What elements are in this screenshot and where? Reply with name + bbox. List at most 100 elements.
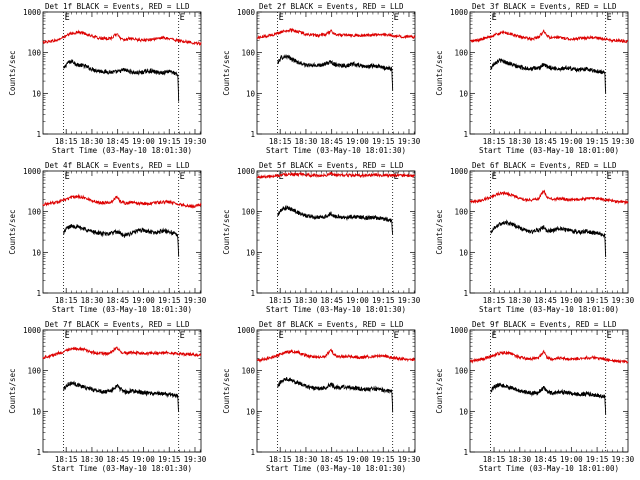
x-tick-label: 18:30 — [295, 137, 318, 146]
events-series-line — [277, 377, 394, 413]
x-tick-label: 18:30 — [509, 137, 532, 146]
x-tick-label: 19:15 — [158, 455, 181, 464]
y-axis-label: Counts/sec — [8, 368, 17, 413]
x-axis-label: Start Time (03-May-10 18:01:30) — [266, 464, 406, 473]
y-axis-label: Counts/sec — [8, 209, 17, 254]
x-tick-label: 18:45 — [320, 137, 343, 146]
x-tick-label: 18:30 — [81, 455, 104, 464]
y-tick-label: 100 — [454, 208, 468, 217]
x-axis-label: Start Time (03-May-10 18:01:30) — [52, 146, 192, 155]
event-marker-label: E — [607, 331, 612, 341]
y-tick-label: 1000 — [23, 326, 42, 335]
event-marker-label: E — [65, 331, 70, 341]
detector-panel: Det 9f BLACK = Events, RED = LLD 1 10 100 10… — [435, 320, 635, 473]
x-tick-label: 19:30 — [612, 455, 635, 464]
y-tick-label: 100 — [241, 367, 255, 376]
events-series-line — [63, 380, 180, 413]
y-tick-label: 10 — [246, 89, 256, 98]
events-series-line — [490, 58, 607, 94]
lld-series-line — [256, 348, 416, 363]
y-tick-label: 100 — [27, 367, 41, 376]
y-axis-label: Counts/sec — [222, 368, 231, 413]
plot-frame — [469, 170, 629, 294]
x-tick-label: 19:15 — [586, 296, 609, 305]
event-marker-label: E — [65, 172, 70, 182]
panel-title: Det 2f BLACK = Events, RED = LLD — [259, 2, 404, 11]
y-axis-label: Counts/sec — [222, 209, 231, 254]
y-tick-label: 1000 — [450, 167, 469, 176]
x-tick-label: 19:15 — [158, 137, 181, 146]
event-marker-label: E — [180, 13, 185, 23]
plot-frame — [42, 170, 202, 294]
x-tick-label: 19:15 — [158, 296, 181, 305]
y-tick-label: 1 — [36, 448, 41, 457]
y-tick-label: 100 — [454, 367, 468, 376]
panel-title: Det 1f BLACK = Events, RED = LLD — [45, 2, 190, 11]
y-tick-label: 10 — [246, 407, 256, 416]
event-marker-label: E — [607, 172, 612, 182]
y-tick-label: 1 — [463, 130, 468, 139]
y-tick-label: 100 — [27, 49, 41, 58]
x-tick-label: 18:15 — [269, 137, 292, 146]
x-tick-label: 18:15 — [269, 455, 292, 464]
y-tick-label: 100 — [241, 208, 255, 217]
x-tick-label: 19:15 — [586, 137, 609, 146]
events-series-line — [277, 204, 394, 235]
y-tick-label: 10 — [459, 407, 469, 416]
events-series-line — [490, 219, 607, 258]
event-marker-label: E — [180, 172, 185, 182]
event-marker-label: E — [492, 13, 497, 23]
x-tick-label: 19:00 — [560, 137, 583, 146]
y-tick-label: 1 — [463, 448, 468, 457]
x-axis-label: Start Time (03-May-10 18:01:30) — [266, 146, 406, 155]
x-tick-label: 19:00 — [346, 137, 369, 146]
panel-title: Det 5f BLACK = Events, RED = LLD — [259, 161, 404, 170]
x-tick-label: 18:45 — [106, 137, 129, 146]
y-axis-label: Counts/sec — [435, 50, 444, 95]
detector-panel: Det 6f BLACK = Events, RED = LLD 1 10 100 10… — [435, 161, 635, 314]
x-tick-label: 19:15 — [586, 455, 609, 464]
y-tick-label: 100 — [27, 208, 41, 217]
detector-panel: Det 2f BLACK = Events, RED = LLD 1 10 100 10… — [222, 2, 421, 155]
detector-panel: Det 8f BLACK = Events, RED = LLD 1 10 100 10… — [222, 320, 421, 473]
x-tick-label: 18:30 — [295, 455, 318, 464]
event-marker-label: E — [279, 172, 284, 182]
event-marker-label: E — [65, 13, 70, 23]
x-tick-label: 19:30 — [612, 137, 635, 146]
x-tick-label: 19:00 — [132, 137, 155, 146]
y-tick-label: 1000 — [237, 167, 256, 176]
x-axis-label: Start Time (03-May-10 18:01:30) — [52, 464, 192, 473]
x-tick-label: 18:15 — [55, 296, 78, 305]
lld-series-line — [256, 27, 416, 40]
x-axis-label: Start Time (03-May-10 18:01:30) — [266, 305, 406, 314]
x-axis-label: Start Time (03-May-10 18:01:00) — [479, 146, 619, 155]
y-tick-label: 1000 — [23, 8, 42, 17]
detector-panel: Det 3f BLACK = Events, RED = LLD 1 10 100 10… — [435, 2, 635, 155]
detector-panel: Det 5f BLACK = Events, RED = LLD 1 10 100 10… — [222, 161, 421, 314]
y-tick-label: 1000 — [450, 326, 469, 335]
x-tick-label: 18:45 — [534, 296, 557, 305]
panel-title: Det 8f BLACK = Events, RED = LLD — [259, 320, 404, 329]
y-tick-label: 1 — [250, 130, 255, 139]
x-tick-label: 19:15 — [372, 455, 395, 464]
x-tick-label: 19:30 — [612, 296, 635, 305]
plot-frame — [256, 170, 416, 294]
lld-series-line — [256, 171, 416, 179]
x-tick-label: 19:00 — [346, 455, 369, 464]
event-marker-label: E — [607, 13, 612, 23]
x-tick-label: 18:45 — [320, 296, 343, 305]
x-tick-label: 19:30 — [398, 296, 421, 305]
y-tick-label: 10 — [459, 89, 469, 98]
x-tick-label: 18:15 — [269, 296, 292, 305]
plot-frame — [256, 329, 416, 453]
y-tick-label: 10 — [32, 89, 42, 98]
x-tick-label: 18:45 — [320, 455, 343, 464]
event-marker-label: E — [492, 331, 497, 341]
events-series-line — [63, 223, 180, 257]
event-marker-label: E — [492, 172, 497, 182]
lld-series-line — [42, 346, 202, 360]
lld-series-line — [469, 349, 629, 364]
x-tick-label: 19:00 — [132, 455, 155, 464]
y-tick-label: 1000 — [23, 167, 42, 176]
y-axis-label: Counts/sec — [435, 368, 444, 413]
